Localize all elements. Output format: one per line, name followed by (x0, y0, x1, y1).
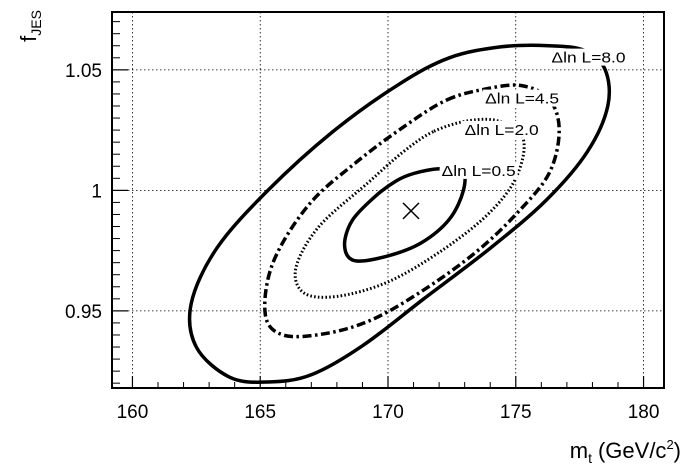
contour-label-background (439, 161, 518, 179)
contour-label-background (483, 89, 562, 107)
x-tick-label: 170 (372, 402, 404, 423)
contour-label: Δln L=2.0 (465, 122, 539, 139)
y-tick-label: 0.95 (65, 302, 102, 323)
x-axis-label-unit-end: ) (674, 438, 681, 463)
x-axis-label-sub: t (588, 450, 592, 466)
contour-line (342, 166, 467, 263)
contour-label: Δln L=0.5 (442, 163, 516, 180)
best-fit-marker (402, 202, 420, 220)
contour-label: Δln L=8.0 (552, 50, 626, 67)
y-axis-label-main: f (16, 35, 41, 42)
tick-labels: 160 165 170 175 180 0.95 1 1.05 (65, 61, 659, 423)
y-axis-label: fJES (16, 10, 44, 42)
contour-labels: Δln L=0.5 Δln L=2.0 Δln L=4.5 Δln L=8.0 (439, 48, 628, 180)
x-tick-label: 160 (117, 402, 149, 423)
x-axis-label-main: m (570, 438, 588, 463)
y-tick-label: 1 (91, 181, 102, 202)
x-axis-label-sup: 2 (666, 437, 673, 452)
x-tick-label: 175 (500, 402, 532, 423)
contour-label-background (462, 120, 541, 138)
contour-label: Δln L=4.5 (485, 91, 559, 108)
x-axis-label: mt (GeV/c2) (570, 437, 681, 466)
grid-lines (112, 12, 664, 388)
contour-line (187, 43, 612, 384)
y-tick-label: 1.05 (65, 61, 102, 82)
x-tick-label: 180 (628, 402, 660, 423)
contour-line (293, 117, 526, 299)
axis-ticks (112, 21, 645, 388)
x-tick-label: 165 (244, 402, 276, 423)
y-axis-label-sub: JES (28, 10, 44, 36)
contour-label-background (549, 48, 628, 66)
x-axis-label-unit: (GeV/c (598, 438, 666, 463)
best-fit-marker-stroke (402, 202, 420, 220)
